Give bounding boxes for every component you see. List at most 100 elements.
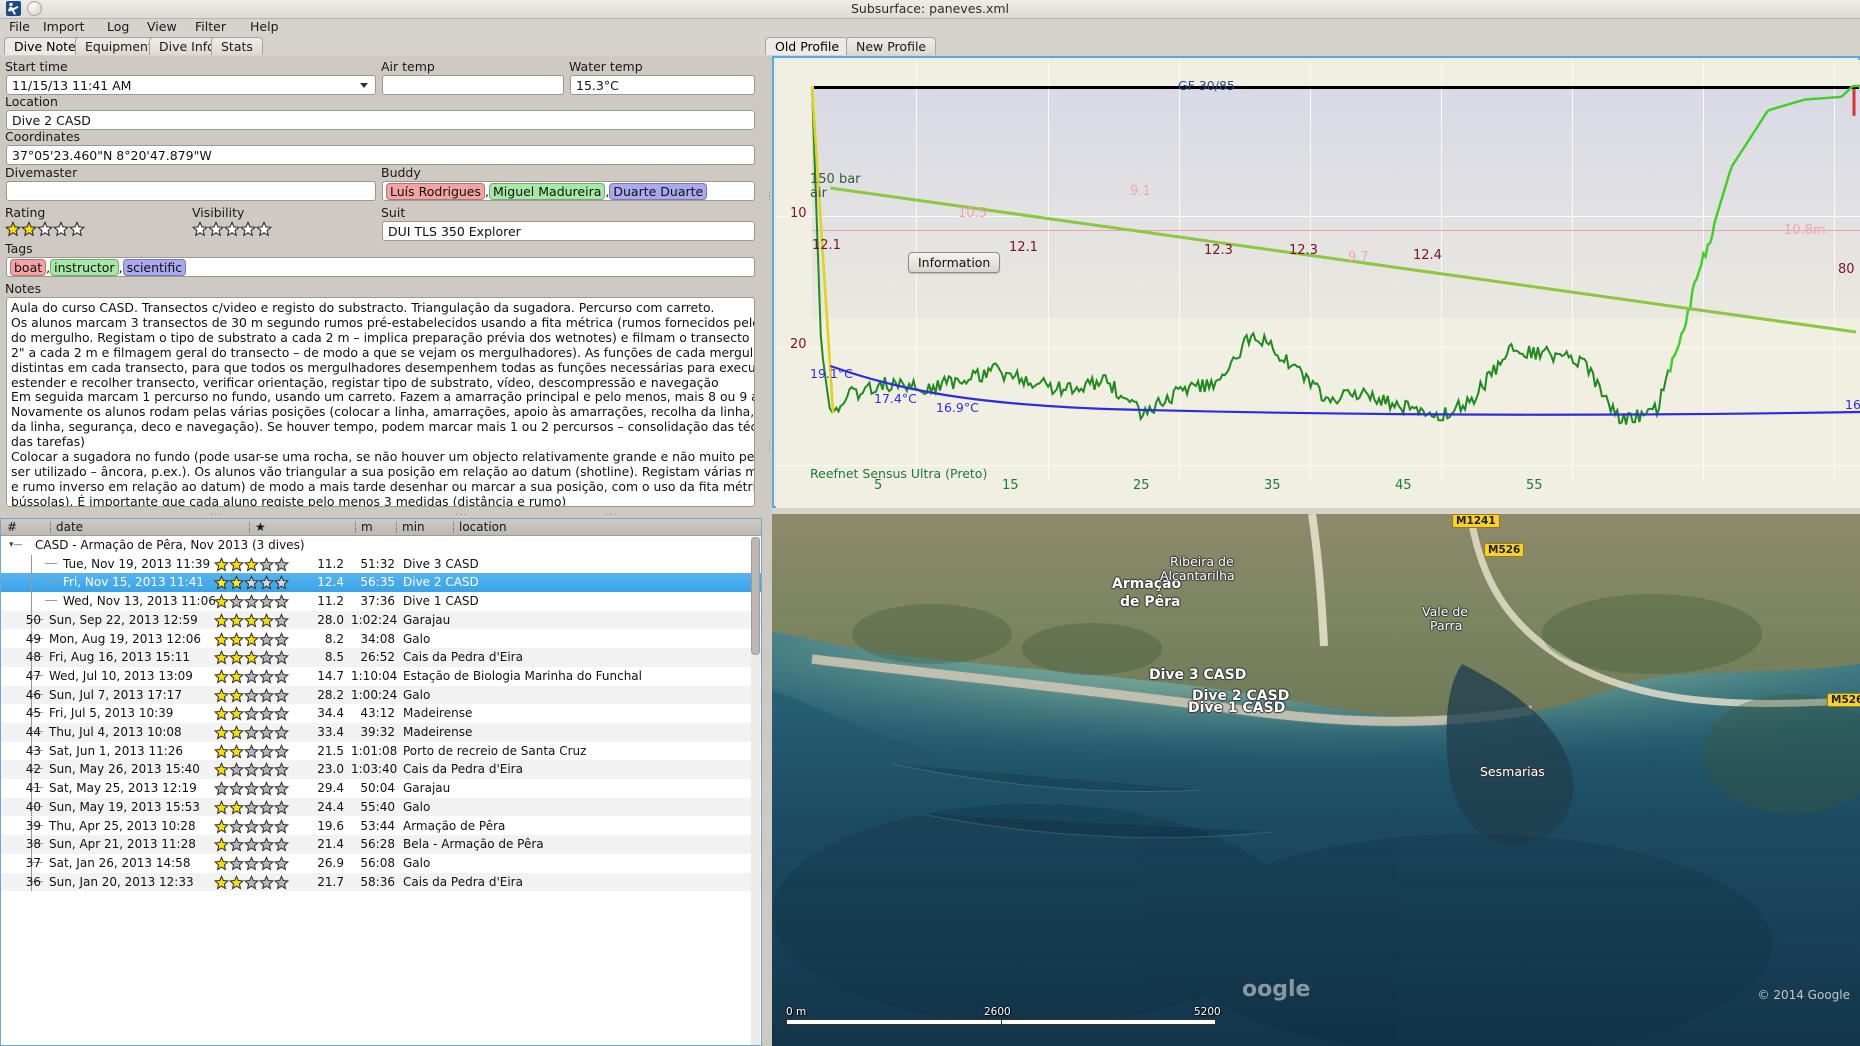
map-place-label: Sesmarias bbox=[1480, 764, 1545, 779]
table-row[interactable]: 44 Thu, Jul 4, 2013 10:08 33.4 39:32 Madeire… bbox=[1, 723, 761, 742]
air-temp-input[interactable] bbox=[382, 75, 564, 95]
start-time-input[interactable]: 11/15/13 11:41 AM bbox=[6, 75, 376, 95]
scale-label-left: 0 m bbox=[786, 1006, 807, 1018]
map-place-label: Armação bbox=[1112, 576, 1182, 592]
dive-group-row[interactable]: ▾— CASD - Armação de Pêra, Nov 2013 (3 di… bbox=[1, 536, 761, 555]
table-row[interactable]: 45 Fri, Jul 5, 2013 10:39 34.4 43:12 Madeire… bbox=[1, 704, 761, 723]
tab-equipment[interactable]: Equipment bbox=[75, 37, 163, 55]
visibility-stars[interactable] bbox=[192, 221, 272, 237]
dive-list[interactable]: # date ★ m min location ▾— CASD - Armação… bbox=[0, 518, 762, 1046]
table-row[interactable]: Fri, Nov 15, 2013 11:41 12.4 56:35 Dive 2 C… bbox=[1, 573, 761, 593]
tags-label: Tags bbox=[5, 241, 33, 256]
column-header-number[interactable]: # bbox=[7, 520, 18, 534]
tag-chip[interactable]: instructor bbox=[50, 259, 119, 276]
table-row[interactable]: 41 Sat, May 25, 2013 12:19 29.4 50:04 Garaja… bbox=[1, 779, 761, 798]
dive-profile-panel[interactable]: 10 20 80 5 15 25 35 45 55 GF 30/85 150 b… bbox=[772, 56, 1860, 508]
suit-input[interactable]: DUI TLS 350 Explorer bbox=[382, 221, 755, 241]
table-row[interactable]: Tue, Nov 19, 2013 11:39 11.2 51:32 Dive 3 C… bbox=[1, 554, 761, 574]
table-row[interactable]: 40 Sun, May 19, 2013 15:53 24.4 55:40 Galo bbox=[1, 797, 761, 817]
cell-number: 41 bbox=[25, 781, 41, 796]
tab-dive-notes[interactable]: Dive Notes bbox=[4, 37, 93, 55]
column-header-duration[interactable]: min bbox=[402, 520, 425, 534]
column-header-date[interactable]: date bbox=[56, 520, 84, 534]
ascent-highlight bbox=[1667, 84, 1860, 374]
table-row[interactable]: 37 Sat, Jan 26, 2013 14:58 26.9 56:08 Galo bbox=[1, 853, 761, 873]
table-row[interactable]: 48 Fri, Aug 16, 2013 15:11 8.5 26:52 Cais da… bbox=[1, 648, 761, 667]
tags-input[interactable]: boat, instructor, scientific bbox=[6, 257, 755, 277]
table-row[interactable]: 50 Sun, Sep 22, 2013 12:59 28.0 1:02:24 Gara… bbox=[1, 610, 761, 631]
tab-old-profile[interactable]: Old Profile bbox=[765, 37, 850, 55]
table-row[interactable]: 42 Sun, May 26, 2013 15:40 23.0 1:03:40 Cais… bbox=[1, 760, 761, 780]
cell-number: 50 bbox=[25, 612, 41, 627]
dive-profile-plot[interactable]: 10 20 80 5 15 25 35 45 55 GF 30/85 150 b… bbox=[776, 60, 1860, 508]
location-input[interactable]: Dive 2 CASD bbox=[6, 110, 755, 130]
table-row[interactable]: 38 Sun, Apr 21, 2013 11:28 21.4 56:28 Bela -… bbox=[1, 835, 761, 854]
buddy-chip[interactable]: Duarte Duarte bbox=[609, 183, 708, 200]
dive-list-rows[interactable]: ▾— CASD - Armação de Pêra, Nov 2013 (3 di… bbox=[1, 536, 761, 1045]
cell-duration: 1:02:24 bbox=[351, 612, 398, 627]
table-row[interactable]: 36 Sun, Jan 20, 2013 12:33 21.7 58:36 Cais d… bbox=[1, 872, 761, 893]
table-row[interactable]: 49 Mon, Aug 19, 2013 12:06 8.2 34:08 Galo bbox=[1, 629, 761, 649]
menu-file[interactable]: File bbox=[9, 19, 30, 34]
water-temp-input[interactable]: 15.3°C bbox=[570, 75, 755, 95]
tag-chip[interactable]: scientific bbox=[122, 259, 187, 276]
chevron-down-icon[interactable]: ▾— bbox=[9, 540, 23, 550]
dive-site-map[interactable]: Armação de Pêra Ribeira de Alcantarilha Vale… bbox=[772, 514, 1860, 1046]
menu-log[interactable]: Log bbox=[107, 19, 130, 34]
max-depth-annotation-3: 12.3 bbox=[1204, 243, 1233, 258]
dive-list-scrollbar[interactable] bbox=[751, 537, 760, 1045]
buddy-input[interactable]: Luís Rodrigues, Miguel Madureira, Duarte D… bbox=[382, 181, 755, 201]
scrollbar-thumb[interactable] bbox=[751, 537, 760, 655]
menu-filter[interactable]: Filter bbox=[195, 19, 226, 34]
column-header-rating[interactable]: ★ bbox=[255, 520, 266, 534]
menu-view[interactable]: View bbox=[147, 19, 177, 34]
cell-rating bbox=[213, 612, 290, 631]
tab-dive-info[interactable]: Dive Info bbox=[149, 37, 225, 55]
tab-stats[interactable]: Stats bbox=[211, 37, 263, 55]
buddy-chip[interactable]: Miguel Madureira bbox=[489, 183, 606, 200]
vertical-splitter[interactable]: ⋮ ⋮ bbox=[762, 56, 774, 1046]
cell-depth: 21.4 bbox=[317, 837, 344, 852]
mean-depth-line bbox=[812, 230, 1860, 231]
tag-chip[interactable]: boat bbox=[10, 259, 47, 276]
map-place-label: de Pêra bbox=[1120, 594, 1181, 610]
table-row[interactable]: Wed, Nov 13, 2013 11:06 11.2 37:36 Dive 1 C… bbox=[1, 592, 761, 611]
cell-date: Wed, Nov 13, 2013 11:06 bbox=[63, 594, 216, 609]
rating-stars[interactable] bbox=[5, 221, 85, 237]
column-header-depth[interactable]: m bbox=[361, 520, 373, 534]
x-axis-label-55: 55 bbox=[1526, 478, 1543, 493]
cell-rating bbox=[213, 724, 290, 743]
cell-depth: 11.2 bbox=[317, 594, 344, 609]
cell-depth: 28.2 bbox=[317, 687, 344, 702]
notes-line: ser utilizado – âncora, p.ex.). Os aluno… bbox=[11, 463, 754, 479]
table-row[interactable]: 43 Sat, Jun 1, 2013 11:26 21.5 1:01:08 Porto… bbox=[1, 741, 761, 761]
tab-new-profile[interactable]: New Profile bbox=[846, 37, 937, 55]
window-title: Subsurface: paneves.xml bbox=[850, 1, 1009, 16]
map-place-label: Ribeira de bbox=[1170, 554, 1234, 569]
coordinates-input[interactable]: 37°05'23.460"N 8°20'47.879"W bbox=[6, 145, 755, 165]
menu-help[interactable]: Help bbox=[250, 19, 279, 34]
table-row[interactable]: 46 Sun, Jul 7, 2013 17:17 28.2 1:00:24 Galo bbox=[1, 685, 761, 705]
notes-line: Colocar a sugadora no fundo (pode usar-s… bbox=[11, 449, 755, 465]
cell-location: Galo bbox=[403, 631, 431, 646]
cell-date: Thu, Jul 4, 2013 10:08 bbox=[49, 725, 182, 739]
table-row[interactable]: 39 Thu, Apr 25, 2013 10:28 19.6 53:44 Armaçã… bbox=[1, 816, 761, 836]
gridline-h bbox=[776, 216, 1860, 217]
table-row[interactable]: 47 Wed, Jul 10, 2013 13:09 14.7 1:10:04 Esta… bbox=[1, 666, 761, 686]
cell-number: 42 bbox=[25, 762, 41, 777]
cell-depth: 21.7 bbox=[317, 874, 344, 889]
horizontal-splitter[interactable]: ... ... ... bbox=[0, 507, 762, 518]
notes-textarea[interactable]: Aula do curso CASD. Transectos c/video e… bbox=[6, 297, 755, 507]
pressure-band bbox=[812, 86, 1860, 318]
profile-traces bbox=[810, 84, 1860, 425]
menu-import[interactable]: Import bbox=[43, 19, 85, 34]
location-label: Location bbox=[5, 94, 58, 109]
column-header-location[interactable]: location bbox=[459, 520, 507, 534]
cell-rating bbox=[213, 874, 290, 893]
buddy-chip[interactable]: Luís Rodrigues bbox=[386, 183, 486, 200]
divemaster-input[interactable] bbox=[6, 181, 376, 201]
information-button[interactable]: Information bbox=[908, 252, 1001, 273]
gas-mix-label: air bbox=[810, 186, 827, 201]
cell-rating bbox=[213, 837, 290, 855]
cell-date: Thu, Apr 25, 2013 10:28 bbox=[49, 818, 196, 833]
